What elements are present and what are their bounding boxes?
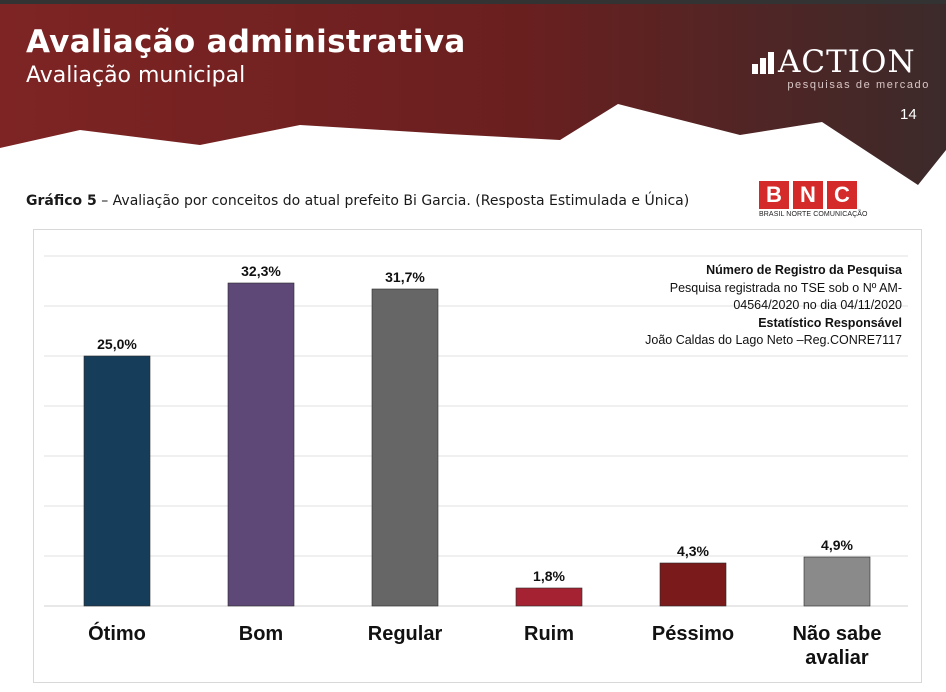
category-label: Ótimo bbox=[88, 621, 146, 645]
bar bbox=[659, 562, 727, 607]
header-banner bbox=[0, 0, 946, 185]
logo-tagline: pesquisas de mercado bbox=[787, 79, 930, 91]
bar bbox=[227, 282, 295, 607]
data-label: 4,9% bbox=[821, 537, 853, 553]
bar bbox=[515, 587, 583, 607]
bar bbox=[803, 556, 871, 607]
bnc-letter-b: B bbox=[759, 181, 789, 209]
page-subtitle: Avaliação municipal bbox=[26, 63, 246, 88]
bar bbox=[83, 355, 151, 607]
category-label: Não sabe bbox=[793, 623, 882, 645]
chart-caption: Gráfico 5 – Avaliação por conceitos do a… bbox=[26, 193, 689, 209]
registration-heading: Número de Registro da Pesquisa bbox=[706, 263, 902, 277]
data-label: 25,0% bbox=[97, 336, 137, 352]
bnc-letter-n: N bbox=[793, 181, 823, 209]
bnc-logo: B N C BRASIL NORTE COMUNICAÇÃO bbox=[759, 181, 868, 223]
category-label: Péssimo bbox=[652, 623, 734, 645]
category-label: Regular bbox=[368, 623, 443, 645]
statistician-line: João Caldas do Lago Neto –Reg.CONRE7117 bbox=[645, 333, 902, 347]
category-label: avaliar bbox=[805, 647, 869, 669]
registration-line-1: Pesquisa registrada no TSE sob o Nº AM- bbox=[669, 280, 902, 295]
registration-box: Número de Registro da Pesquisa Pesquisa … bbox=[560, 262, 902, 350]
category-label: Ruim bbox=[524, 623, 574, 645]
bar bbox=[371, 288, 439, 607]
data-label: 1,8% bbox=[533, 568, 565, 584]
chart-frame bbox=[33, 229, 922, 683]
logo-name: ACTION bbox=[778, 44, 916, 80]
caption-label: Gráfico 5 bbox=[26, 193, 97, 209]
action-logo: ACTION pesquisas de mercado bbox=[752, 46, 932, 92]
bnc-label: BRASIL NORTE COMUNICAÇÃO bbox=[759, 211, 868, 218]
page-title: Avaliação administrativa bbox=[26, 24, 466, 60]
data-label: 32,3% bbox=[241, 263, 281, 279]
category-label: Bom bbox=[239, 623, 283, 645]
caption-text: – Avaliação por conceitos do atual prefe… bbox=[96, 193, 690, 209]
page-number: 14 bbox=[900, 106, 917, 123]
data-label: 4,3% bbox=[677, 543, 709, 559]
bars-icon bbox=[752, 52, 776, 74]
data-label: 31,7% bbox=[385, 269, 425, 285]
registration-line-2: 04564/2020 no dia 04/11/2020 bbox=[733, 298, 902, 312]
statistician-heading: Estatístico Responsável bbox=[758, 315, 902, 330]
bnc-letter-c: C bbox=[827, 181, 857, 209]
